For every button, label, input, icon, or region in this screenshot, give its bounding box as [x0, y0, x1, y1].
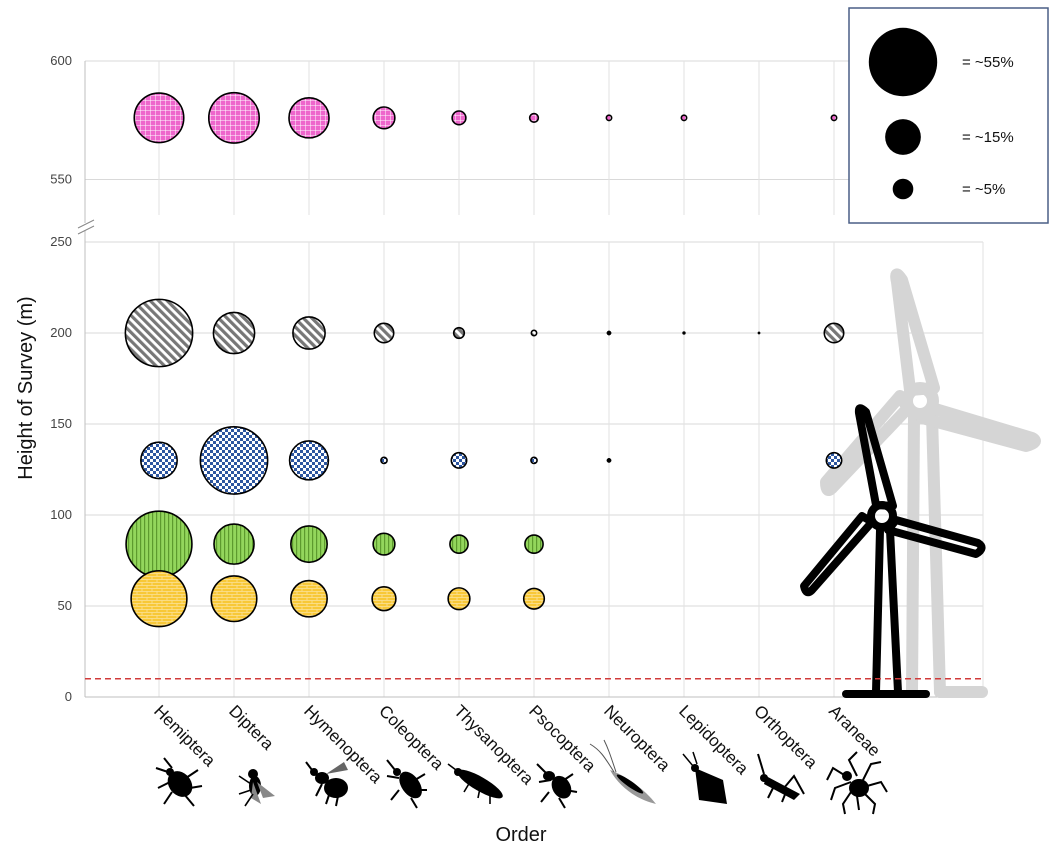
bubble-diptera-54 [210, 575, 258, 623]
x-tick-label: Diptera [225, 701, 278, 754]
y-tick-label: 200 [50, 325, 72, 340]
bubble-coleoptera-130 [380, 456, 388, 465]
bubble-hymenoptera-576 [288, 97, 330, 139]
thrips-icon [447, 763, 507, 805]
fly-icon [238, 768, 276, 807]
legend-label: = ~55% [962, 54, 1014, 71]
bubble-orthoptera-200 [757, 331, 761, 335]
bubble-diptera-576 [207, 91, 261, 144]
bubble-diptera-130 [199, 425, 269, 495]
bubble-psocoptera-576 [528, 112, 540, 124]
bubble-diptera-84 [213, 523, 255, 565]
legend-label: = ~15% [962, 129, 1014, 146]
bubble-hemiptera-54 [130, 570, 188, 628]
bubble-hemiptera-130 [140, 441, 178, 480]
y-tick-label: 50 [58, 598, 72, 613]
bee-icon [305, 761, 349, 807]
bubble-araneae-576 [830, 114, 838, 122]
bubble-neuroptera-130 [606, 457, 612, 463]
booklouse-icon [536, 763, 578, 809]
y-tick-label: 550 [50, 171, 72, 186]
bubble-lepidoptera-576 [680, 114, 688, 122]
x-tick-label: Psocoptera [525, 701, 600, 776]
y-tick-label: 0 [65, 689, 72, 704]
bubble-thysanoptera-130 [450, 451, 468, 469]
bubble-hemiptera-576 [133, 92, 185, 144]
legend-label: = ~5% [962, 181, 1005, 198]
legend-bubble [868, 27, 938, 97]
x-tick-label: Neuroptera [600, 701, 674, 775]
size-legend: = ~55% = ~15% = ~5% [848, 7, 1049, 224]
beetle-icon [386, 759, 428, 809]
bubble-hymenoptera-54 [290, 579, 328, 618]
bubble-neuroptera-200 [606, 330, 612, 336]
bubble-diptera-200 [212, 311, 256, 355]
bubble-neuroptera-576 [605, 114, 613, 122]
axis-break-mark [77, 219, 95, 235]
y-axis-title: Height of Survey (m) [15, 296, 37, 479]
bug-icon [155, 757, 203, 807]
bubble-psocoptera-54 [522, 587, 546, 610]
bubbles [124, 91, 845, 628]
spider-icon [826, 751, 888, 815]
y-tick-label: 600 [50, 53, 72, 68]
x-tick-label: Coleoptera [375, 701, 448, 774]
bubble-coleoptera-84 [372, 532, 396, 556]
legend-bubble [885, 119, 921, 155]
bubble-thysanoptera-200 [452, 326, 466, 340]
x-tick-label: Lepidoptera [675, 701, 752, 778]
bubble-psocoptera-200 [530, 329, 538, 337]
bubble-hemiptera-84 [125, 510, 193, 578]
bubble-psocoptera-84 [524, 534, 544, 555]
y-tick-label: 100 [50, 507, 72, 522]
bubble-thysanoptera-576 [451, 110, 467, 126]
bubble-hymenoptera-84 [290, 525, 328, 564]
bubble-thysanoptera-54 [447, 587, 471, 611]
bubble-hemiptera-200 [124, 298, 194, 368]
bubble-coleoptera-576 [372, 106, 396, 130]
bubble-araneae-130 [825, 451, 843, 469]
legend-bubble [892, 178, 914, 200]
bubble-araneae-200 [823, 322, 845, 344]
tick-labels: 0 50 100 150 200 250 550 600 [50, 53, 72, 704]
y-tick-label: 150 [50, 416, 72, 431]
bubble-psocoptera-130 [530, 456, 538, 465]
bubble-lepidoptera-200 [682, 331, 686, 335]
y-tick-label: 250 [50, 234, 72, 249]
wind-turbine-icon [820, 268, 1041, 698]
x-axis-title: Order [495, 824, 546, 844]
bubble-thysanoptera-84 [449, 534, 469, 555]
axes [77, 61, 983, 698]
bubble-hymenoptera-130 [288, 440, 330, 481]
x-tick-label: Araneae [825, 701, 884, 760]
x-tick-label: Hemiptera [150, 701, 219, 770]
bubble-hymenoptera-200 [292, 316, 326, 350]
wind-turbine-icon [800, 404, 986, 698]
bubble-coleoptera-54 [371, 586, 397, 612]
bubble-coleoptera-200 [373, 322, 395, 344]
